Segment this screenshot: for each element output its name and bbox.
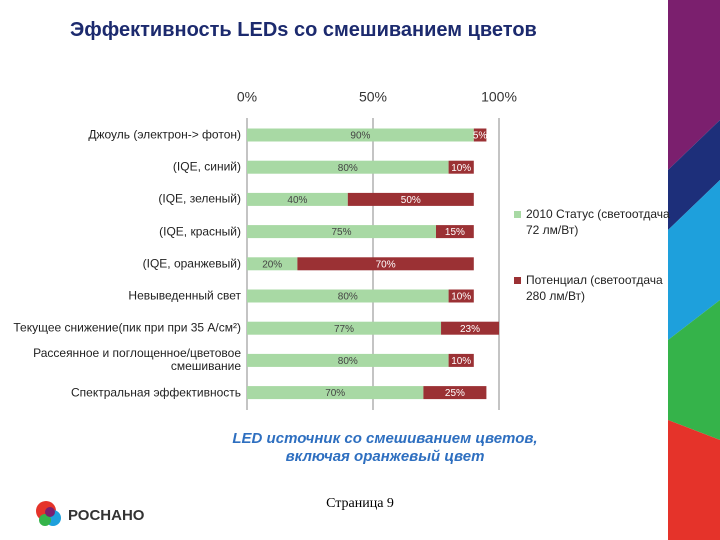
decor [668,0,720,170]
decor [668,300,720,440]
value-label: 15% [445,227,465,238]
bar-segment [423,386,487,400]
slide-title: Эффективность LEDs со смешиванием цветов [70,19,537,41]
value-label: 90% [350,131,370,142]
bar-segment [247,225,436,239]
decor [668,120,720,230]
bar-segment [247,386,424,400]
value-label: 10% [451,356,471,367]
bar-segment [297,257,474,271]
category-label: Текущее снижение(пик при при 35 А/см²) [13,320,241,335]
value-label: 23% [460,324,480,335]
category-label: (IQE, синий) [172,159,241,174]
value-label: 50% [401,195,421,206]
page-number: Страница 9 [326,496,394,511]
value-label: 10% [451,163,471,174]
legend-label: Потенциал (светоотдача 280 лм/Вт) [526,273,663,303]
legend-swatch [514,277,521,284]
category-label: (IQE, зеленый) [158,191,241,206]
bar-segment [473,128,487,142]
bar-segment [448,353,474,367]
logo-mark [45,507,55,517]
x-tick-label: 100% [481,89,517,105]
bar-segment [448,289,474,303]
value-label: 75% [331,227,351,238]
category-label: Рассеянное и поглощенное/цветовое смешив… [33,346,241,374]
legend-swatch [514,211,521,218]
bar-segment [441,321,499,335]
x-tick-label: 0% [237,89,257,105]
value-label: 20% [262,259,282,270]
value-label: 25% [445,388,465,399]
value-label: 5% [473,131,488,142]
value-label: 40% [287,195,307,206]
decor [668,420,720,540]
category-label: Невыведенный свет [128,288,241,303]
bar-segment [247,160,449,174]
x-tick-label: 50% [359,89,387,105]
category-label: (IQE, оранжевый) [142,256,241,271]
value-label: 70% [376,259,396,270]
bar-segment [247,353,449,367]
category-label: (IQE, красный) [159,224,241,239]
bar-segment [247,321,442,335]
bar-segment [448,160,474,174]
legend-label: 2010 Статус (светоотдача 72 лм/Вт) [526,207,670,237]
bar-segment [247,128,474,142]
logo-text: РОСНАНО [68,507,145,524]
chart-caption: LED источник со смешиванием цветов, вклю… [232,430,538,465]
value-label: 80% [338,292,358,303]
logo-mark [39,514,51,526]
value-label: 10% [451,292,471,303]
bar-segment [347,192,474,206]
bar-segment [436,225,474,239]
bar-segment [247,289,449,303]
value-label: 80% [338,163,358,174]
bar-segment [247,257,298,271]
category-label: Джоуль (электрон-> фотон) [88,127,241,142]
value-label: 80% [338,356,358,367]
category-label: Спектральная эффективность [70,385,241,400]
bar-segment [247,192,348,206]
value-label: 70% [325,388,345,399]
decor [668,180,720,340]
value-label: 77% [334,324,354,335]
